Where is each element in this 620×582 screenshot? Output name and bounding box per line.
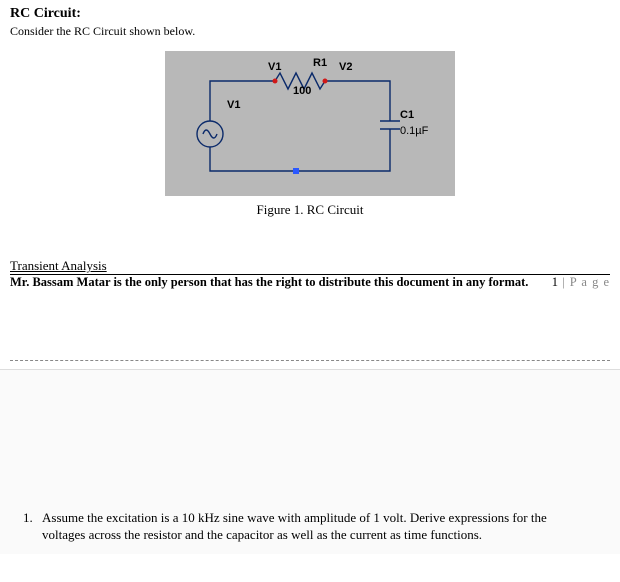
circuit-svg bbox=[165, 51, 455, 196]
section-title: Transient Analysis bbox=[10, 258, 107, 273]
page-subtitle: Consider the RC Circuit shown below. bbox=[10, 24, 610, 39]
label-c1-value: 0.1µF bbox=[400, 125, 428, 137]
label-v2-node: V2 bbox=[339, 61, 352, 73]
question-list: Assume the excitation is a 10 kHz sine w… bbox=[36, 510, 610, 544]
page-break-line bbox=[10, 360, 610, 361]
page-gap bbox=[10, 290, 610, 360]
page-number: 1 | P a g e bbox=[552, 275, 610, 290]
figure-caption: Figure 1. RC Circuit bbox=[165, 196, 455, 228]
label-r1-value: 100 bbox=[293, 85, 311, 97]
node-v2-dot bbox=[323, 79, 328, 84]
label-c1: C1 bbox=[400, 109, 414, 121]
node-v1-dot bbox=[273, 79, 278, 84]
circuit-diagram: V1 R1 V2 100 V1 C1 0.1µF bbox=[165, 51, 455, 196]
figure-container: V1 R1 V2 100 V1 C1 0.1µF Figure 1. RC Ci… bbox=[165, 51, 455, 228]
probe-marker bbox=[293, 168, 299, 174]
label-v1-source: V1 bbox=[227, 99, 240, 111]
page-label-text: P a g e bbox=[570, 275, 610, 289]
label-v1-node: V1 bbox=[268, 61, 281, 73]
page-title: RC Circuit: bbox=[10, 6, 610, 22]
section-transient: Transient Analysis bbox=[10, 258, 610, 274]
page-number-value: 1 bbox=[552, 275, 558, 289]
page-2: Assume the excitation is a 10 kHz sine w… bbox=[0, 369, 620, 554]
label-r1: R1 bbox=[313, 57, 327, 69]
page-footer: Mr. Bassam Matar is the only person that… bbox=[10, 274, 610, 290]
footer-notice: Mr. Bassam Matar is the only person that… bbox=[10, 275, 528, 290]
question-1: Assume the excitation is a 10 kHz sine w… bbox=[36, 510, 610, 544]
